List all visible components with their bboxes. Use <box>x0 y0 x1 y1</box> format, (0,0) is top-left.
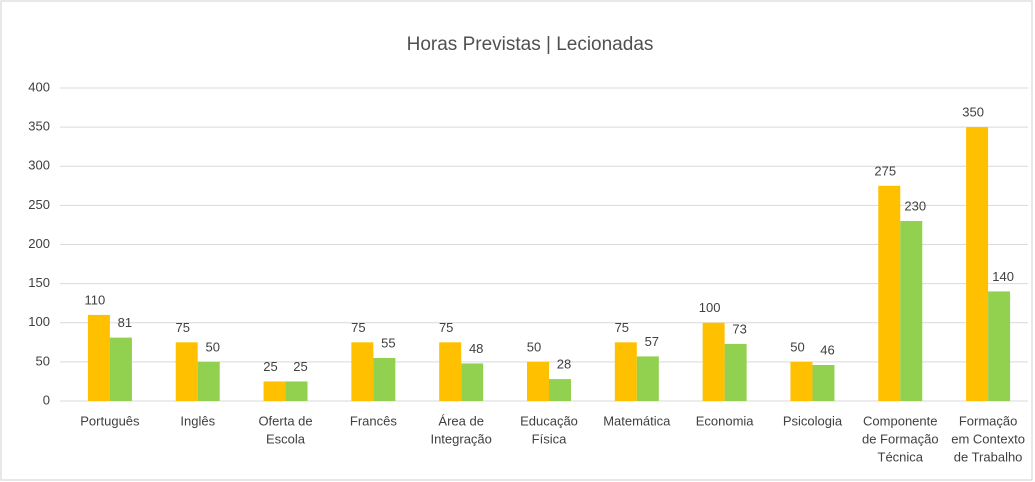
bar <box>790 361 813 401</box>
x-tick-label: Psicologia <box>783 413 843 428</box>
data-label: 75 <box>175 320 189 335</box>
x-tick-label: Técnica <box>878 449 924 464</box>
bar <box>878 185 901 401</box>
data-label: 140 <box>992 269 1014 284</box>
data-label: 28 <box>557 357 571 372</box>
bar <box>175 342 198 401</box>
x-tick-label: Área de <box>438 413 484 428</box>
data-label: 100 <box>699 300 721 315</box>
data-label: 25 <box>293 359 307 374</box>
bar <box>439 342 462 401</box>
chart-title: Horas Previstas | Lecionadas <box>407 34 654 55</box>
bar <box>197 361 220 401</box>
data-label: 55 <box>381 335 395 350</box>
data-label: 230 <box>904 198 926 213</box>
x-tick-label: Economia <box>696 413 755 428</box>
bar <box>285 381 308 401</box>
x-tick-label: em Contexto <box>951 431 1025 446</box>
bar <box>351 342 374 401</box>
data-label: 50 <box>205 339 219 354</box>
y-tick-label: 200 <box>28 236 50 251</box>
bar <box>900 221 923 401</box>
y-tick-label: 50 <box>36 353 50 368</box>
bar <box>614 342 637 401</box>
y-tick-label: 350 <box>28 119 50 134</box>
x-tick-label: Integração <box>430 431 491 446</box>
bar <box>988 291 1011 401</box>
data-label: 73 <box>732 321 746 336</box>
data-label: 75 <box>351 320 365 335</box>
data-label: 46 <box>820 342 834 357</box>
bar <box>527 361 549 401</box>
bar <box>966 127 989 401</box>
data-label: 81 <box>118 315 132 330</box>
y-tick-label: 250 <box>28 197 50 212</box>
data-label: 48 <box>469 341 483 356</box>
x-tick-label: de Formação <box>862 431 939 446</box>
data-label: 110 <box>85 292 106 307</box>
x-tick-label: Inglês <box>180 413 215 428</box>
x-tick-label: Matemática <box>603 413 671 428</box>
y-tick-label: 400 <box>28 79 50 94</box>
x-tick-label: Português <box>80 413 140 428</box>
data-label: 50 <box>527 339 541 354</box>
y-tick-label: 300 <box>28 158 50 173</box>
data-label: 75 <box>439 320 453 335</box>
bar <box>109 337 132 401</box>
data-label: 25 <box>263 359 277 374</box>
data-label: 275 <box>874 163 896 178</box>
x-tick-label: Física <box>532 431 567 446</box>
bar <box>263 381 286 401</box>
y-tick-label: 0 <box>43 392 50 407</box>
bar <box>461 363 484 401</box>
x-tick-label: Componente <box>863 413 937 428</box>
bar <box>702 322 725 401</box>
data-label: 350 <box>962 105 984 120</box>
bar <box>724 343 747 401</box>
data-label: 57 <box>645 334 659 349</box>
y-tick-label: 150 <box>28 275 50 290</box>
x-tick-label: Educação <box>520 413 578 428</box>
x-tick-label: Francês <box>350 413 397 428</box>
y-tick-label: 100 <box>28 314 50 329</box>
bar <box>87 314 110 401</box>
data-label: 75 <box>615 320 629 335</box>
bar <box>549 379 571 401</box>
x-tick-label: Formação <box>959 413 1018 428</box>
x-tick-label: Oferta de <box>258 413 312 428</box>
data-label: 50 <box>790 339 804 354</box>
x-tick-label: Escola <box>266 431 306 446</box>
bar <box>812 365 835 401</box>
bar <box>636 356 659 401</box>
x-tick-label: de Trabalho <box>954 449 1023 464</box>
bar <box>373 357 396 401</box>
